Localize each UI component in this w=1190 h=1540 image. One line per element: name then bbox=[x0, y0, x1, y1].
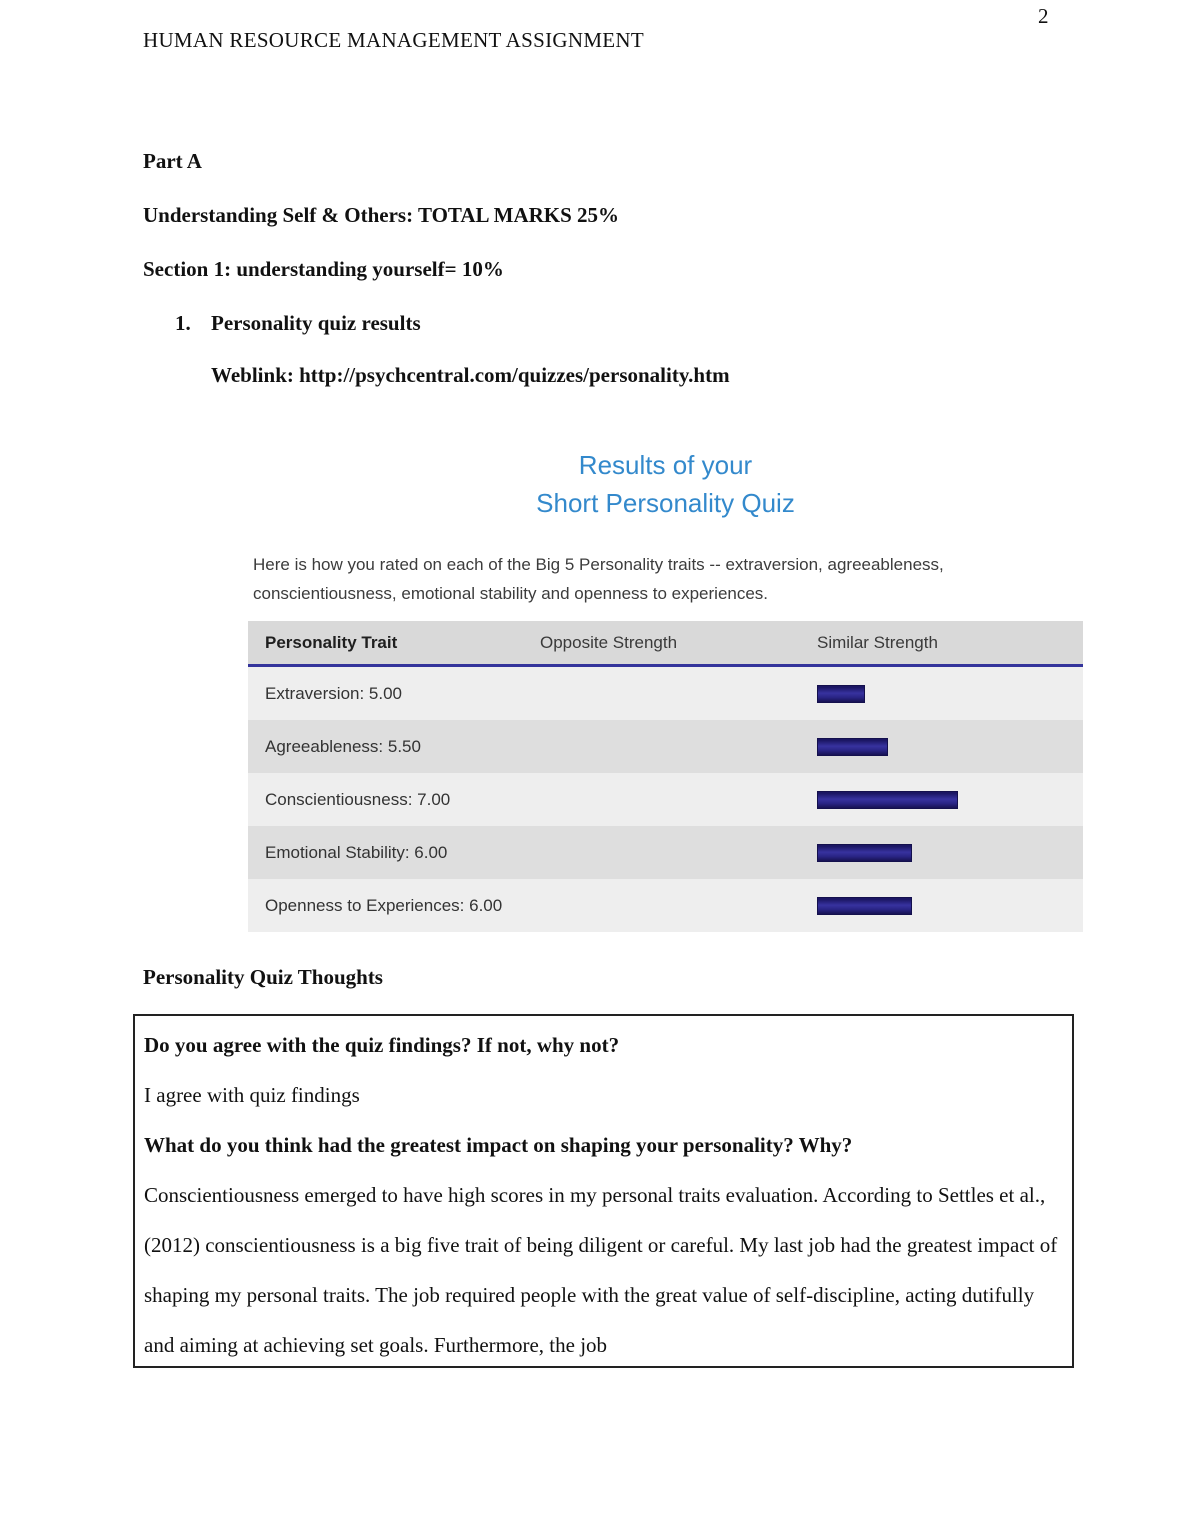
header-similar-strength: Similar Strength bbox=[817, 632, 938, 652]
table-row: Conscientiousness: 7.00 bbox=[248, 773, 1083, 826]
table-row: Openness to Experiences: 6.00 bbox=[248, 879, 1083, 932]
header-opposite-strength: Opposite Strength bbox=[540, 632, 678, 652]
similar-strength-bar bbox=[817, 737, 888, 756]
similar-strength-bar bbox=[817, 843, 912, 862]
similar-strength-bar bbox=[817, 684, 865, 703]
personality-trait-table: Personality Trait Opposite Strength Simi… bbox=[248, 621, 1083, 932]
quiz-title-line2: Short Personality Quiz bbox=[536, 488, 795, 518]
quiz-title-line1: Results of your bbox=[578, 450, 753, 480]
quiz-results-screenshot: Results of your Short Personality Quiz H… bbox=[248, 446, 1083, 932]
table-header-row: Personality Trait Opposite Strength Simi… bbox=[248, 621, 1083, 667]
table-row: Agreeableness: 5.50 bbox=[248, 720, 1083, 773]
thoughts-heading: Personality Quiz Thoughts bbox=[143, 965, 383, 989]
similar-strength-cell bbox=[817, 737, 1083, 756]
similar-strength-cell bbox=[817, 843, 1083, 862]
list-item-personality-quiz: 1. Personality quiz results bbox=[175, 311, 1190, 336]
marks-heading: Understanding Self & Others: TOTAL MARKS… bbox=[143, 203, 620, 227]
trait-label: Extraversion: 5.00 bbox=[265, 683, 403, 703]
document-header: HUMAN RESOURCE MANAGEMENT ASSIGNMENT bbox=[143, 28, 645, 52]
table-body: Extraversion: 5.00 Agreeableness: 5.50 C… bbox=[248, 667, 1083, 932]
table-row: Emotional Stability: 6.00 bbox=[248, 826, 1083, 879]
list-item-label: Personality quiz results bbox=[211, 311, 421, 335]
list-number: 1. bbox=[175, 311, 191, 335]
part-a-heading: Part A bbox=[143, 149, 202, 173]
thoughts-answer-1: I agree with quiz findings bbox=[144, 1083, 360, 1107]
table-row: Extraversion: 5.00 bbox=[248, 667, 1083, 720]
weblink-text: Weblink: http://psychcentral.com/quizzes… bbox=[211, 363, 730, 387]
trait-label: Conscientiousness: 7.00 bbox=[265, 789, 451, 809]
trait-label: Emotional Stability: 6.00 bbox=[265, 842, 448, 862]
trait-label: Agreeableness: 5.50 bbox=[265, 736, 421, 756]
similar-strength-cell bbox=[817, 790, 1083, 809]
similar-strength-bar bbox=[817, 896, 912, 915]
page-number: 2 bbox=[1038, 4, 1049, 28]
thoughts-question-2: What do you think had the greatest impac… bbox=[144, 1133, 853, 1157]
thoughts-answer-2: Conscientiousness emerged to have high s… bbox=[144, 1183, 1058, 1357]
header-personality-trait: Personality Trait bbox=[265, 632, 398, 652]
quiz-intro-text: Here is how you rated on each of the Big… bbox=[253, 555, 944, 603]
similar-strength-cell bbox=[817, 896, 1083, 915]
quiz-title: Results of your Short Personality Quiz bbox=[248, 446, 1083, 522]
similar-strength-bar bbox=[817, 790, 958, 809]
similar-strength-cell bbox=[817, 684, 1083, 703]
thoughts-box: Do you agree with the quiz findings? If … bbox=[133, 1014, 1074, 1368]
thoughts-question-1: Do you agree with the quiz findings? If … bbox=[144, 1033, 620, 1057]
section-1-heading: Section 1: understanding yourself= 10% bbox=[143, 257, 504, 281]
trait-label: Openness to Experiences: 6.00 bbox=[265, 895, 503, 915]
